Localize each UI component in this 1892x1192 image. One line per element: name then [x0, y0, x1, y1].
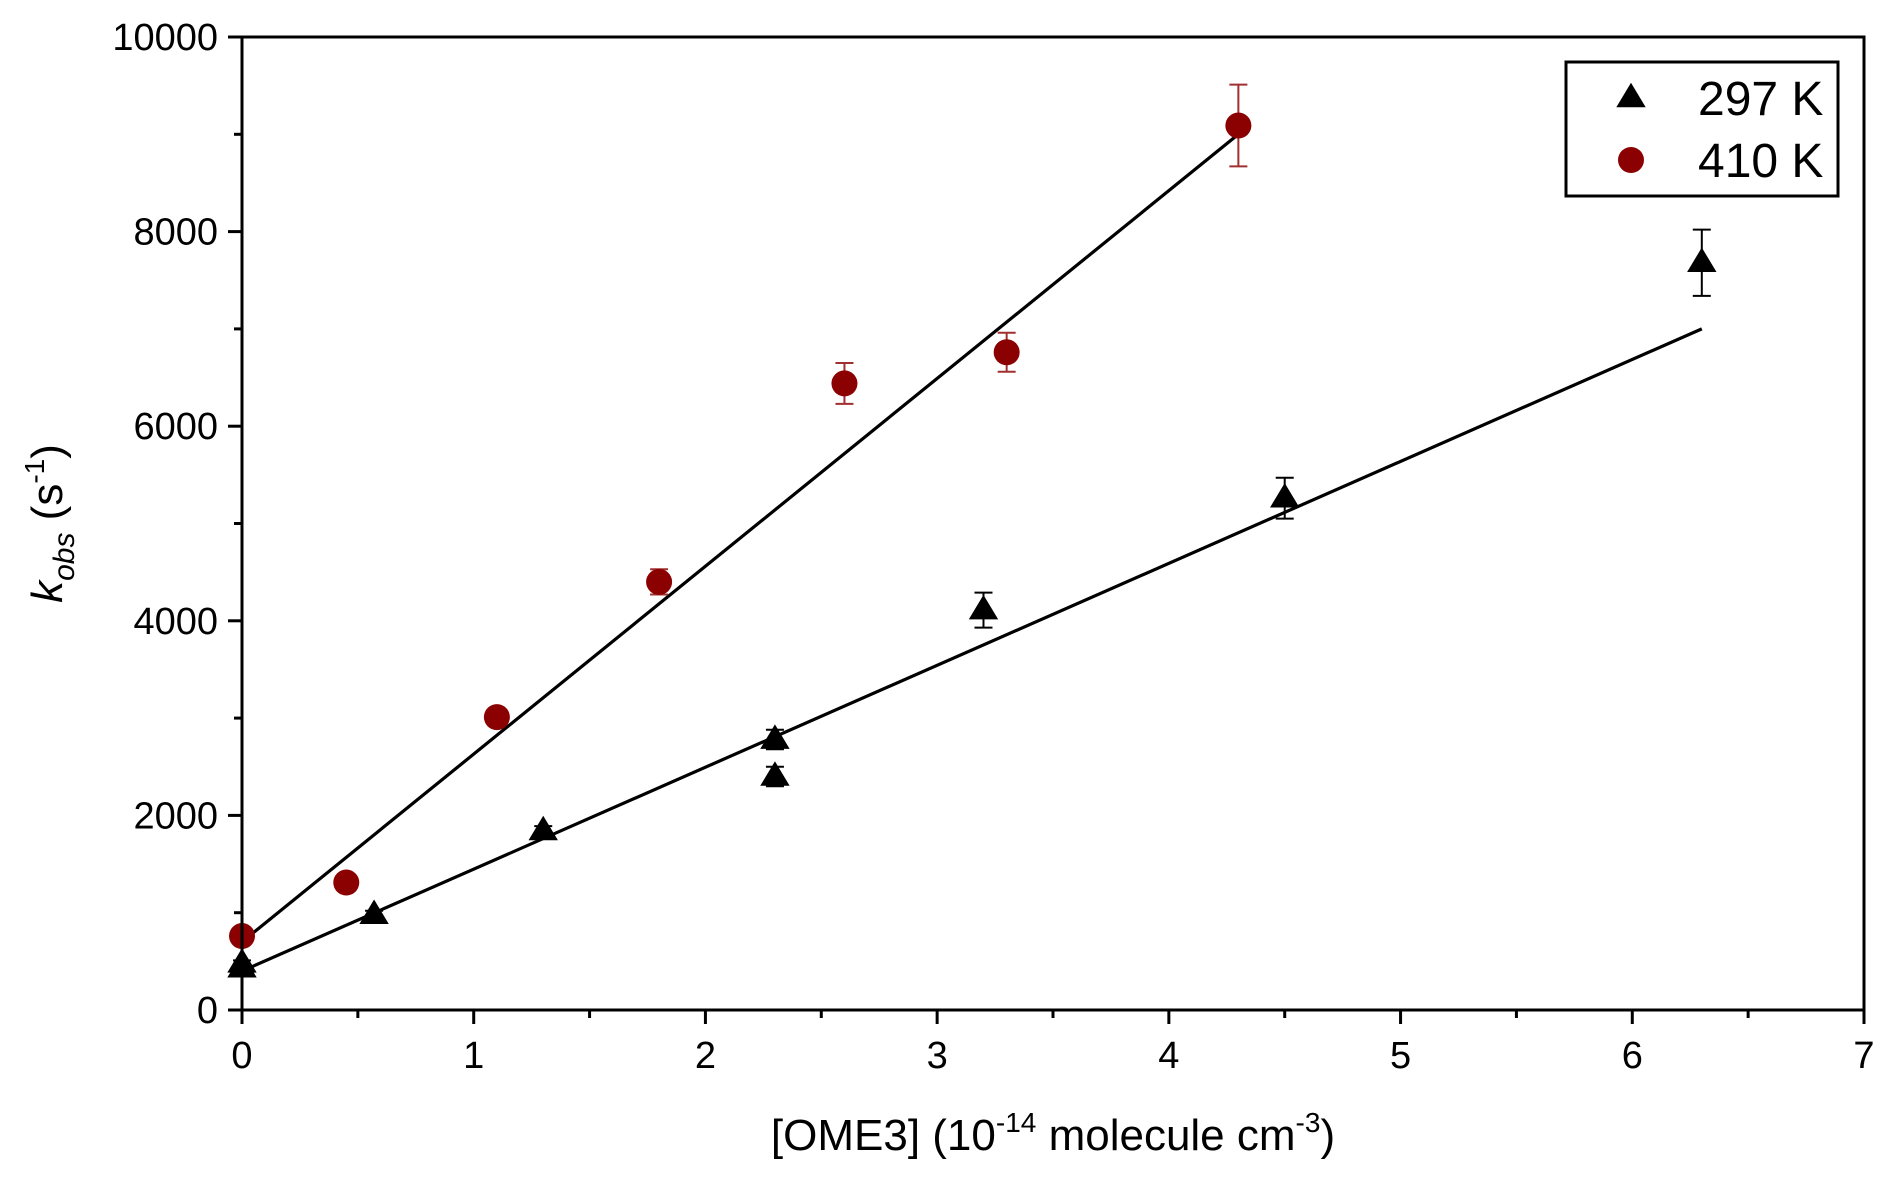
y-tick-label: 8000 — [133, 212, 218, 254]
x-tick-label: 5 — [1390, 1035, 1411, 1077]
y-tick-label: 0 — [197, 990, 218, 1032]
data-point — [993, 339, 1020, 366]
fit-line — [240, 133, 1240, 944]
data-point — [483, 704, 510, 731]
data-point — [760, 724, 790, 749]
y-tick-label: 4000 — [133, 601, 218, 643]
x-tick-label: 0 — [231, 1035, 252, 1077]
x-tick-label: 6 — [1622, 1035, 1643, 1077]
y-tick-label: 6000 — [133, 406, 218, 448]
data-point — [831, 370, 858, 397]
x-tick-label: 1 — [463, 1035, 484, 1077]
legend-marker — [1618, 147, 1644, 173]
legend-marker — [1616, 82, 1646, 108]
data-point — [1270, 483, 1300, 508]
data-point — [528, 815, 558, 841]
y-axis-title: kobs (s-1) — [19, 444, 81, 603]
data-point — [359, 899, 389, 924]
x-axis-title: [OME3] (10-14 molecule cm-3) — [771, 1107, 1335, 1160]
legend-box — [1564, 60, 1840, 198]
x-tick-label: 7 — [1853, 1035, 1874, 1077]
fit-line — [241, 327, 1703, 973]
data-point — [1687, 247, 1717, 273]
data-point — [646, 568, 673, 595]
x-tick-label: 4 — [1158, 1035, 1179, 1077]
data-point — [968, 594, 999, 620]
data-point — [333, 869, 360, 896]
y-tick-label: 10000 — [112, 17, 218, 59]
x-tick-label: 3 — [927, 1035, 948, 1077]
data-point — [760, 761, 790, 786]
x-tick-label: 2 — [695, 1035, 716, 1077]
data-point — [1225, 112, 1252, 139]
y-tick-label: 2000 — [133, 795, 218, 837]
legend-label: 410 K — [1698, 135, 1823, 188]
legend-label: 297 K — [1698, 73, 1823, 126]
